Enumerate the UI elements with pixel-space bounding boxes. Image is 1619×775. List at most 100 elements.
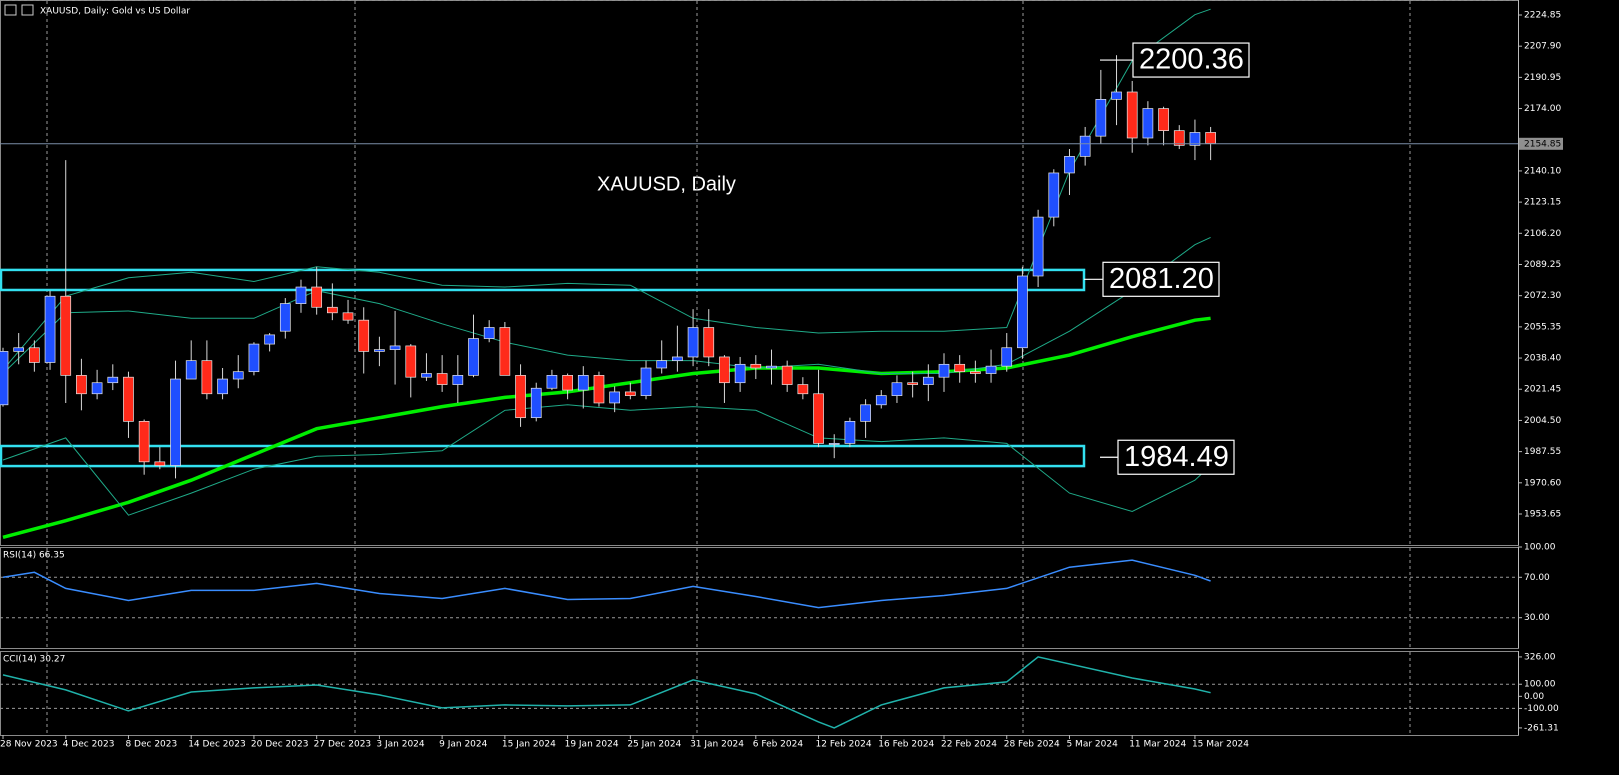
current-price-box bbox=[1519, 137, 1563, 150]
x-tick-label: 27 Dec 2023 bbox=[314, 740, 372, 750]
level-label: 2200.36 bbox=[1139, 44, 1244, 76]
x-tick-label: 22 Feb 2024 bbox=[941, 740, 997, 750]
x-tick-label: 15 Jan 2024 bbox=[502, 740, 556, 750]
candle-body bbox=[421, 373, 432, 378]
x-tick-label: 5 Mar 2024 bbox=[1066, 740, 1118, 750]
candle-body bbox=[170, 378, 181, 466]
candle-body bbox=[91, 382, 103, 395]
y-tick-label: 2207.90 bbox=[1524, 42, 1561, 52]
candle-body bbox=[875, 395, 887, 406]
y-tick-label: 2174.00 bbox=[1524, 104, 1561, 114]
candle-body bbox=[719, 356, 730, 384]
candle-body bbox=[656, 360, 668, 369]
candle-body bbox=[1001, 347, 1013, 367]
candle-body bbox=[797, 384, 809, 395]
candle-body bbox=[1048, 172, 1060, 218]
y-tick-label: 2089.25 bbox=[1524, 260, 1561, 270]
candle-body bbox=[123, 376, 134, 422]
y-tick-label: 2072.30 bbox=[1524, 291, 1561, 301]
candle-body bbox=[1095, 99, 1107, 137]
candle-body bbox=[232, 371, 244, 380]
indicator-line bbox=[2, 656, 1211, 729]
icon bbox=[21, 4, 34, 16]
candle-body bbox=[1111, 91, 1122, 100]
candle-body bbox=[938, 363, 950, 378]
candle-body bbox=[279, 303, 291, 332]
candle-body bbox=[311, 286, 323, 308]
candle-body bbox=[813, 393, 824, 444]
candle-body bbox=[358, 319, 370, 352]
candle-body bbox=[624, 391, 636, 396]
candle-body bbox=[201, 360, 213, 395]
y-tick-label: -100.00 bbox=[1524, 704, 1559, 714]
candle-body bbox=[1032, 216, 1044, 277]
candle-body bbox=[29, 347, 40, 363]
x-tick-label: 3 Jan 2024 bbox=[376, 740, 424, 750]
y-tick-label: 2123.15 bbox=[1524, 198, 1561, 208]
x-tick-label: 9 Jan 2024 bbox=[439, 740, 487, 750]
candle-body bbox=[687, 327, 699, 358]
y-tick-label: 1953.65 bbox=[1524, 509, 1561, 519]
candle-body bbox=[1173, 130, 1185, 146]
y-tick-label: 2106.20 bbox=[1524, 229, 1561, 239]
zone bbox=[0, 444, 1086, 468]
candle-body bbox=[483, 327, 495, 339]
candle-body bbox=[0, 351, 9, 406]
level-box bbox=[1102, 261, 1220, 297]
candle-body bbox=[436, 373, 448, 385]
y-tick-label: 1970.60 bbox=[1524, 478, 1561, 488]
candle-body bbox=[389, 345, 401, 350]
y-tick-label: 2190.95 bbox=[1524, 73, 1561, 83]
cci-title: CCI(14) 30.27 bbox=[3, 655, 65, 665]
rsi-title: RSI(14) 66.35 bbox=[3, 551, 65, 561]
x-tick-label: 6 Feb 2024 bbox=[753, 740, 804, 750]
x-tick-label: 15 Mar 2024 bbox=[1192, 740, 1249, 750]
indicator-line bbox=[2, 404, 1211, 516]
candle-body bbox=[185, 360, 197, 380]
candle-body bbox=[154, 461, 166, 466]
level-label: 2081.20 bbox=[1109, 263, 1214, 295]
x-tick-label: 28 Nov 2023 bbox=[0, 740, 58, 750]
y-tick-label: 326.00 bbox=[1524, 652, 1556, 662]
candle-body bbox=[703, 327, 715, 358]
candle-body bbox=[138, 421, 150, 463]
candle-body bbox=[295, 286, 307, 304]
current-price-label: 2154.85 bbox=[1524, 139, 1561, 149]
y-tick-label: 1987.55 bbox=[1524, 447, 1561, 457]
candle-body bbox=[985, 365, 997, 374]
x-tick-label: 11 Mar 2024 bbox=[1129, 740, 1186, 750]
y-tick-label: 2140.10 bbox=[1524, 166, 1561, 176]
chart-title: XAUUSD, Daily: Gold vs US Dollar bbox=[40, 7, 190, 17]
candle-body bbox=[107, 376, 119, 384]
x-tick-label: 31 Jan 2024 bbox=[690, 740, 744, 750]
candle-body bbox=[891, 382, 903, 396]
candle-body bbox=[562, 375, 573, 391]
candle-body bbox=[922, 376, 934, 385]
candle-body bbox=[907, 382, 918, 385]
candle-body bbox=[609, 391, 621, 404]
zone bbox=[0, 268, 1086, 292]
candle-body bbox=[593, 375, 605, 404]
candle-body bbox=[452, 375, 464, 385]
candle-body bbox=[970, 371, 981, 374]
x-tick-label: 25 Jan 2024 bbox=[627, 740, 681, 750]
candle-body bbox=[672, 356, 683, 361]
candle-body bbox=[530, 387, 542, 419]
candle-body bbox=[844, 421, 856, 444]
y-tick-label: 70.00 bbox=[1524, 573, 1550, 583]
level-label: 1984.49 bbox=[1124, 441, 1229, 473]
y-tick-label: 2038.40 bbox=[1524, 354, 1561, 364]
candle-body bbox=[217, 378, 228, 395]
candle-body bbox=[1126, 91, 1138, 139]
candle-body bbox=[76, 375, 87, 395]
y-tick-label: 100.00 bbox=[1524, 680, 1556, 690]
candle-body bbox=[750, 363, 762, 369]
candle-body bbox=[1189, 132, 1201, 146]
indicator-line bbox=[2, 559, 1211, 609]
y-tick-label: 2055.35 bbox=[1524, 322, 1561, 332]
candle-body bbox=[264, 334, 275, 345]
title-icons bbox=[4, 4, 34, 16]
candle-body bbox=[515, 375, 526, 419]
